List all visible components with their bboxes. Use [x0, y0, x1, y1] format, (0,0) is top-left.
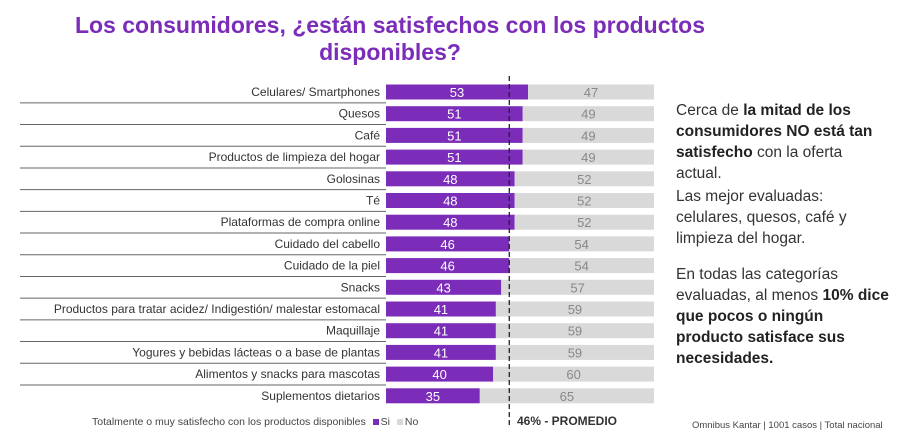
- category-label: Productos para tratar acidez/ Indigestió…: [54, 302, 380, 316]
- data-label-si: 41: [434, 302, 448, 317]
- category-label: Celulares/ Smartphones: [251, 85, 380, 99]
- insight-1-end: con la oferta actual.: [676, 144, 843, 182]
- bar-no: [495, 301, 654, 317]
- bar-si: [386, 149, 523, 165]
- bar-si: [386, 388, 480, 404]
- source-note: Omnibus Kantar | 1001 casos | Total naci…: [692, 420, 883, 431]
- data-label-si: 46: [440, 237, 454, 252]
- data-label-no: 49: [581, 128, 595, 143]
- bar-no: [509, 258, 654, 274]
- data-label-no: 49: [581, 107, 595, 122]
- data-label-si: 51: [447, 150, 461, 165]
- category-label: Café: [355, 128, 381, 142]
- bar-si: [386, 84, 529, 100]
- data-label-si: 43: [436, 280, 450, 295]
- data-label-si: 53: [450, 85, 464, 100]
- data-label-no: 47: [584, 85, 598, 100]
- bar-no: [493, 366, 654, 382]
- category-label: Cuidado de la piel: [284, 259, 380, 273]
- data-label-no: 52: [577, 172, 591, 187]
- data-label-si: 48: [443, 215, 457, 230]
- data-label-si: 51: [447, 128, 461, 143]
- insight-3-text: En todas las categorías evaluadas, al me…: [676, 266, 838, 304]
- legend-label-si: Si: [380, 416, 390, 428]
- bar-si: [386, 214, 515, 230]
- legend-label-no: No: [404, 416, 419, 428]
- bar-si: [386, 258, 510, 274]
- bar-no: [479, 388, 654, 404]
- bar-si: [386, 193, 515, 208]
- bar-si: [386, 366, 494, 382]
- bar-no: [522, 106, 654, 122]
- insight-2: Las mejor evaluadas: celulares, quesos, …: [676, 188, 847, 247]
- bar-si: [386, 301, 496, 317]
- insight-3: En todas las categorías evaluadas, al me…: [676, 264, 891, 369]
- category-label: Productos de limpieza del hogar: [209, 150, 380, 164]
- category-label: Golosinas: [327, 172, 380, 186]
- category-label: Snacks: [341, 280, 380, 294]
- data-label-no: 57: [570, 280, 584, 295]
- data-label-si: 48: [443, 194, 457, 209]
- legend-title: Totalmente o muy satisfecho con los prod…: [92, 416, 366, 428]
- bar-no: [514, 214, 654, 230]
- data-label-no: 52: [577, 194, 591, 209]
- data-label-no: 65: [560, 389, 574, 404]
- data-label-no: 59: [568, 324, 582, 339]
- category-label: Cuidado del cabello: [275, 237, 381, 251]
- bar-si: [386, 236, 510, 252]
- legend-swatch-no: [396, 419, 403, 425]
- bar-no: [522, 127, 654, 143]
- bar-si: [386, 127, 523, 143]
- data-label-si: 41: [434, 345, 448, 360]
- data-label-no: 60: [566, 367, 580, 382]
- category-label: Té: [366, 194, 380, 208]
- data-label-no: 59: [568, 345, 582, 360]
- insight-1-text: Cerca de: [676, 102, 744, 119]
- data-label-si: 48: [443, 172, 457, 187]
- bar-no: [495, 344, 654, 360]
- data-label-no: 49: [581, 150, 595, 165]
- insight-1-bold: la mitad de los consumidores NO está tan…: [676, 102, 873, 161]
- data-label-no: 59: [568, 302, 582, 317]
- bar-si: [386, 106, 523, 122]
- bar-no: [495, 323, 654, 339]
- bar-si: [386, 344, 496, 360]
- bar-si: [386, 323, 496, 339]
- category-label: Yogures y bebidas lácteas o a base de pl…: [132, 345, 380, 359]
- category-label: Quesos: [339, 107, 380, 121]
- data-label-si: 46: [440, 259, 454, 274]
- insight-3-bold: 10% dice que pocos o ningún producto sat…: [676, 287, 889, 367]
- insight-1: Cerca de la mitad de los consumidores NO…: [676, 100, 891, 184]
- data-label-no: 54: [574, 237, 588, 252]
- data-label-si: 51: [447, 107, 461, 122]
- bar-no: [509, 236, 654, 252]
- data-label-si: 35: [426, 389, 440, 404]
- category-label: Suplementos dietarios: [261, 389, 380, 403]
- bar-si: [386, 279, 502, 295]
- bar-si: [386, 171, 515, 187]
- bar-no: [522, 149, 654, 165]
- data-label-no: 54: [574, 259, 588, 274]
- category-label: Alimentos y snacks para mascotas: [195, 367, 380, 381]
- bar-no: [514, 171, 654, 187]
- bar-no: [501, 279, 654, 295]
- data-label-si: 41: [434, 324, 448, 339]
- bar-no: [514, 193, 654, 208]
- average-label: 46% - PROMEDIO: [517, 414, 618, 428]
- page-title: Los consumidores, ¿están satisfechos con…: [74, 12, 706, 65]
- legend: Totalmente o muy satisfecho con los prod…: [92, 416, 418, 428]
- bar-no: [528, 84, 654, 100]
- data-label-no: 52: [577, 215, 591, 230]
- legend-swatch-si: [372, 419, 379, 425]
- category-label: Plataformas de compra online: [221, 215, 381, 229]
- category-label: Maquillaje: [326, 324, 380, 338]
- data-label-si: 40: [432, 367, 446, 382]
